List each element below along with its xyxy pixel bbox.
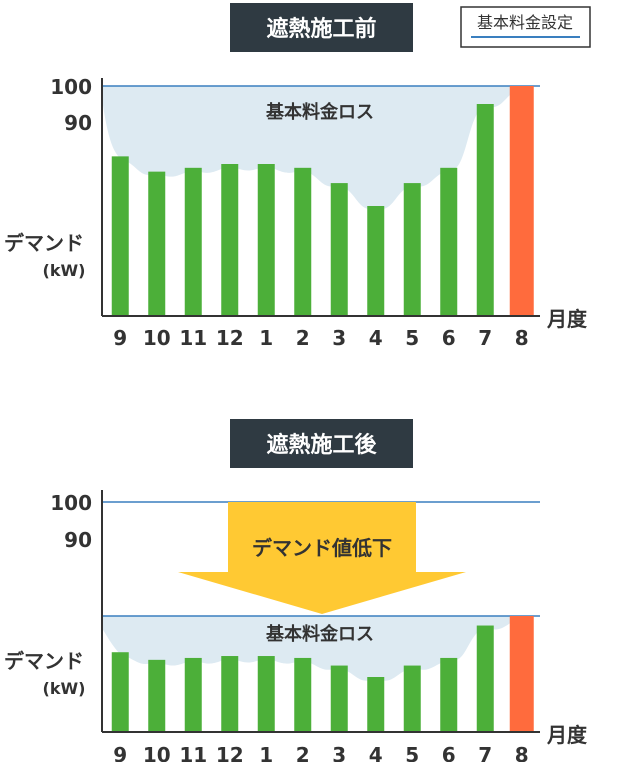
- x-tick-label: 9: [113, 326, 127, 350]
- y-axis-unit: (kW): [43, 679, 86, 698]
- x-tick-label: 10: [143, 743, 171, 762]
- x-tick-label: 12: [216, 326, 244, 350]
- y-tick-label: 100: [50, 491, 92, 515]
- bar-10: [148, 171, 166, 316]
- y-tick-label: 90: [64, 528, 92, 552]
- bar-11: [184, 657, 202, 732]
- arrow-shape: [178, 502, 466, 614]
- bar-3: [330, 183, 348, 316]
- bar-3: [330, 665, 348, 732]
- bar-6: [440, 657, 458, 732]
- bar-1: [257, 656, 275, 732]
- bar-12: [221, 656, 239, 732]
- y-tick-label: 100: [50, 75, 92, 99]
- loss-area: [102, 616, 522, 681]
- loss-label: 基本料金ロス: [265, 101, 374, 123]
- chart-title: 遮熱施工前: [266, 16, 376, 42]
- x-tick-label: 1: [259, 326, 273, 350]
- x-tick-label: 4: [369, 743, 383, 762]
- bar-4: [367, 206, 385, 316]
- x-tick-label: 11: [179, 743, 207, 762]
- x-tick-label: 3: [332, 743, 346, 762]
- bar-8: [509, 86, 534, 316]
- x-tick-label: 7: [478, 326, 492, 350]
- chart-title-box: [230, 3, 413, 52]
- y-axis-unit: (kW): [43, 261, 86, 280]
- arrow-label: デマンド値低下: [252, 536, 392, 560]
- loss-label: 基本料金ロス: [265, 623, 374, 645]
- bar-9: [111, 156, 129, 316]
- x-axis-label: 月度: [546, 307, 588, 331]
- x-tick-label: 11: [179, 326, 207, 350]
- bar-7: [476, 625, 494, 732]
- y-tick-label: 90: [64, 111, 92, 135]
- bar-1: [257, 164, 275, 316]
- x-tick-label: 12: [216, 743, 244, 762]
- legend-box: [460, 6, 591, 48]
- x-tick-label: 10: [143, 326, 171, 350]
- x-tick-label: 4: [369, 326, 383, 350]
- bar-4: [367, 677, 385, 732]
- x-tick-label: 9: [113, 743, 127, 762]
- bar-6: [440, 167, 458, 316]
- x-tick-label: 8: [515, 743, 529, 762]
- x-tick-label: 1: [259, 743, 273, 762]
- bar-11: [184, 167, 202, 316]
- x-tick-label: 7: [478, 743, 492, 762]
- x-tick-label: 5: [405, 326, 419, 350]
- bar-8: [509, 616, 534, 732]
- legend-label: 基本料金設定: [477, 13, 573, 32]
- x-axis-label: 月度: [546, 723, 588, 747]
- legend: 基本料金設定: [460, 6, 591, 48]
- bar-9: [111, 652, 129, 732]
- x-tick-label: 6: [442, 326, 456, 350]
- x-tick-label: 8: [515, 326, 529, 350]
- x-tick-label: 2: [296, 326, 310, 350]
- bar-5: [403, 183, 421, 316]
- loss-area: [102, 86, 522, 209]
- x-tick-label: 6: [442, 743, 456, 762]
- bar-12: [221, 164, 239, 316]
- bar-10: [148, 659, 166, 732]
- y-axis-label: デマンド: [4, 649, 84, 673]
- chart-title: 遮熱施工後: [266, 432, 377, 458]
- reduction-arrow: デマンド値低下: [178, 502, 466, 614]
- y-axis-label: デマンド: [4, 231, 84, 255]
- bar-2: [294, 167, 312, 316]
- bar-7: [476, 104, 494, 316]
- chart-title-box: [230, 419, 413, 468]
- x-tick-label: 3: [332, 326, 346, 350]
- x-tick-label: 5: [405, 743, 419, 762]
- bar-5: [403, 665, 421, 732]
- bar-2: [294, 657, 312, 732]
- x-tick-label: 2: [296, 743, 310, 762]
